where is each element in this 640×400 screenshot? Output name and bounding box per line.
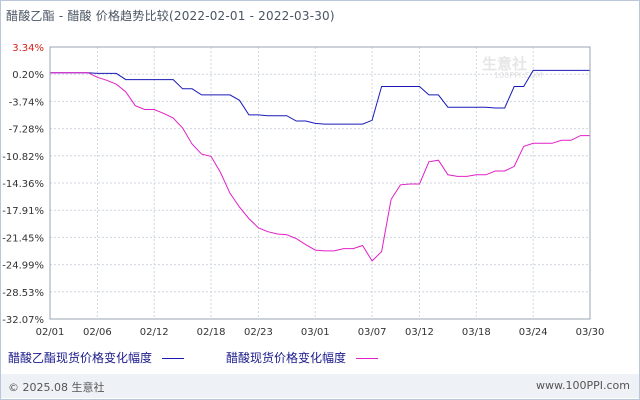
y-tick-label: -14.36% — [2, 179, 44, 190]
x-tick-label: 02/01 — [36, 327, 65, 338]
y-tick-label: -24.99% — [2, 261, 44, 272]
x-tick-label: 03/18 — [462, 327, 491, 338]
x-tick-label: 02/23 — [244, 327, 273, 338]
legend-swatch-ethyl-acetate — [162, 358, 185, 359]
y-tick-label: -21.45% — [2, 233, 44, 244]
legend-label-acetic-acid: 醋酸现货价格变化幅度 — [226, 351, 347, 365]
series-line-acetic-acid — [50, 72, 590, 262]
footer-website-link[interactable]: www.100PPI.com — [536, 379, 630, 392]
legend-label-ethyl-acetate: 醋酸乙酯现货价格变化幅度 — [8, 351, 153, 365]
y-tick-label: -17.91% — [2, 206, 44, 217]
y-tick-label: -32.07% — [2, 315, 44, 326]
x-tick-label: 02/18 — [197, 327, 226, 338]
y-tick-label: -3.74% — [9, 97, 44, 108]
y-tick-label: -7.28% — [9, 125, 44, 136]
chart-series — [50, 69, 590, 262]
y-axis-ticks: 3.34% 0.20% -3.74% -7.28% -10.82% -14.36% -17.… — [2, 43, 44, 326]
x-axis-ticks: 02/01 02/06 02/12 02/18 02/23 03/01 03/07 03/12… — [36, 327, 605, 338]
x-tick-label: 03/07 — [358, 327, 387, 338]
watermark-url: 100PPI.COM — [494, 71, 543, 80]
plot-border — [49, 46, 591, 320]
chart-grid — [50, 47, 590, 319]
x-tick-label: 02/12 — [140, 327, 169, 338]
x-tick-label: 03/01 — [301, 327, 330, 338]
footer-bar — [1, 374, 639, 398]
series-line-ethyl-acetate — [50, 69, 590, 125]
x-tick-label: 02/06 — [83, 327, 112, 338]
legend-item-ethyl-acetate: 醋酸乙酯现货价格变化幅度 — [8, 349, 185, 366]
chart-title: 醋酸乙酯 - 醋酸 价格趋势比较(2022-02-01 - 2022-03-30… — [6, 9, 335, 23]
x-tick-label: 03/12 — [405, 327, 434, 338]
y-tick-label: 0.20% — [12, 70, 44, 81]
legend-item-acetic-acid: 醋酸现货价格变化幅度 — [226, 349, 379, 366]
y-tick-label: -10.82% — [2, 152, 44, 163]
watermark-logo: 生意社 — [482, 55, 528, 73]
x-tick-label: 03/30 — [576, 327, 605, 338]
legend-swatch-acetic-acid — [356, 358, 379, 359]
x-tick-label: 03/24 — [519, 327, 548, 338]
y-tick-label: 3.34% — [12, 43, 44, 54]
y-tick-label: -28.53% — [2, 288, 44, 299]
footer-copyright: © 2025.08 生意社 — [8, 381, 105, 394]
